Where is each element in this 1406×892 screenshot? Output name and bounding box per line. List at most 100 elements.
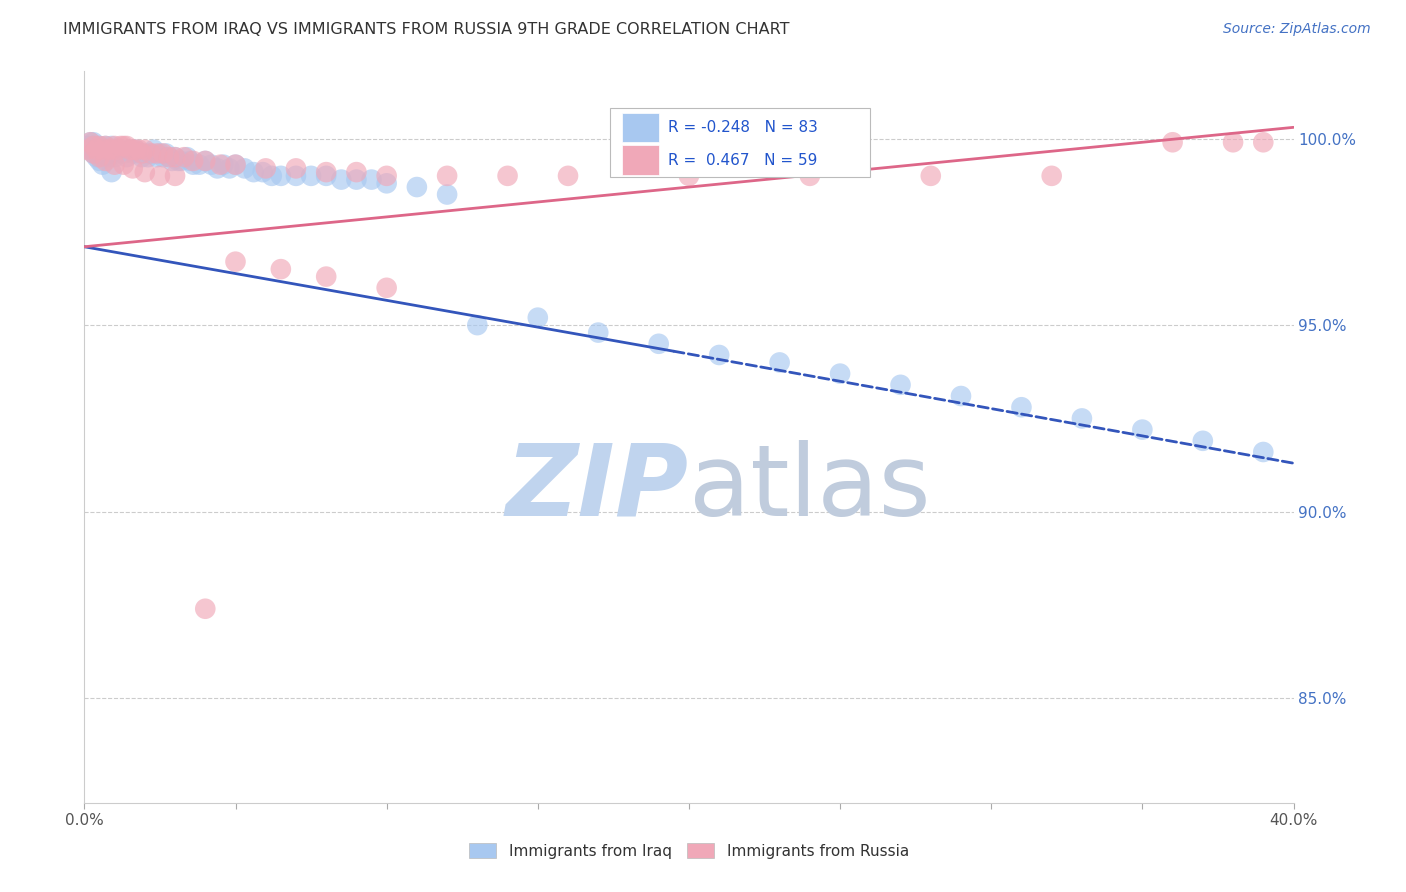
Point bbox=[104, 150, 127, 164]
Point bbox=[115, 150, 138, 164]
Point bbox=[209, 158, 232, 172]
Point bbox=[467, 318, 489, 332]
Point bbox=[950, 389, 973, 403]
Point bbox=[118, 143, 141, 157]
Point bbox=[1161, 135, 1184, 149]
Point bbox=[94, 139, 117, 153]
Point bbox=[76, 143, 98, 157]
Point bbox=[89, 146, 111, 161]
Text: IMMIGRANTS FROM IRAQ VS IMMIGRANTS FROM RUSSIA 9TH GRADE CORRELATION CHART: IMMIGRANTS FROM IRAQ VS IMMIGRANTS FROM … bbox=[63, 22, 790, 37]
Point bbox=[242, 165, 264, 179]
Point bbox=[285, 169, 308, 183]
Point bbox=[920, 169, 942, 183]
Point bbox=[194, 601, 217, 615]
Point bbox=[82, 146, 104, 161]
Point bbox=[375, 281, 398, 295]
Point bbox=[86, 150, 108, 164]
FancyBboxPatch shape bbox=[623, 145, 659, 175]
Point bbox=[173, 150, 195, 164]
Point bbox=[107, 146, 129, 161]
Point bbox=[588, 326, 610, 340]
Point bbox=[100, 146, 122, 161]
Point bbox=[152, 146, 174, 161]
Point bbox=[165, 150, 187, 164]
Point bbox=[89, 153, 111, 168]
Point bbox=[134, 165, 156, 179]
Point bbox=[527, 310, 550, 325]
Point bbox=[1040, 169, 1063, 183]
Text: R =  0.467   N = 59: R = 0.467 N = 59 bbox=[668, 153, 818, 168]
Point bbox=[436, 169, 458, 183]
Point bbox=[157, 150, 180, 164]
Point bbox=[139, 146, 162, 161]
Point bbox=[125, 143, 148, 157]
Point bbox=[254, 161, 277, 176]
Point bbox=[97, 150, 120, 164]
Point bbox=[1071, 411, 1094, 425]
Point bbox=[146, 146, 169, 161]
Point bbox=[375, 177, 398, 191]
Point bbox=[97, 143, 120, 157]
Point bbox=[118, 143, 141, 157]
Point bbox=[648, 336, 671, 351]
Point bbox=[496, 169, 519, 183]
Text: atlas: atlas bbox=[689, 440, 931, 537]
Point bbox=[799, 169, 821, 183]
Point bbox=[110, 143, 132, 157]
Point bbox=[406, 180, 429, 194]
Point bbox=[91, 158, 114, 172]
Point bbox=[315, 169, 337, 183]
Point bbox=[769, 355, 792, 369]
Point bbox=[76, 139, 98, 153]
Point bbox=[121, 143, 143, 157]
Point bbox=[100, 165, 122, 179]
Point bbox=[157, 150, 180, 164]
Point bbox=[104, 143, 127, 157]
Point bbox=[709, 348, 731, 362]
Point bbox=[436, 187, 458, 202]
Point bbox=[160, 153, 183, 168]
Point bbox=[678, 169, 700, 183]
Point bbox=[1222, 135, 1244, 149]
Point bbox=[139, 146, 162, 161]
Point bbox=[100, 139, 122, 153]
Point bbox=[94, 153, 117, 168]
Point bbox=[82, 146, 104, 161]
Point bbox=[79, 143, 101, 157]
Point bbox=[86, 143, 108, 157]
Point bbox=[112, 146, 135, 161]
Point bbox=[218, 161, 240, 176]
Point bbox=[89, 139, 111, 153]
Point bbox=[1130, 423, 1153, 437]
Point bbox=[110, 139, 132, 153]
Point bbox=[330, 172, 353, 186]
Point bbox=[1011, 401, 1033, 415]
Point bbox=[179, 153, 201, 168]
Point bbox=[82, 139, 104, 153]
Point bbox=[346, 172, 368, 186]
Point bbox=[121, 146, 143, 161]
Point bbox=[91, 143, 114, 157]
Point bbox=[225, 158, 247, 172]
Point bbox=[194, 153, 217, 168]
Point bbox=[82, 135, 104, 149]
Point bbox=[176, 150, 198, 164]
Point bbox=[212, 158, 235, 172]
Legend: Immigrants from Iraq, Immigrants from Russia: Immigrants from Iraq, Immigrants from Ru… bbox=[463, 837, 915, 864]
Point bbox=[86, 143, 108, 157]
Point bbox=[155, 146, 177, 161]
Point bbox=[112, 158, 135, 172]
Point bbox=[91, 143, 114, 157]
Point bbox=[285, 161, 308, 176]
Point bbox=[91, 150, 114, 164]
Point bbox=[121, 161, 143, 176]
Point bbox=[557, 169, 579, 183]
Point bbox=[315, 165, 337, 179]
Text: ZIP: ZIP bbox=[506, 440, 689, 537]
Point bbox=[181, 153, 204, 168]
Point bbox=[225, 254, 247, 268]
Point bbox=[299, 169, 322, 183]
Point bbox=[115, 139, 138, 153]
Point bbox=[260, 169, 283, 183]
Point bbox=[146, 150, 169, 164]
